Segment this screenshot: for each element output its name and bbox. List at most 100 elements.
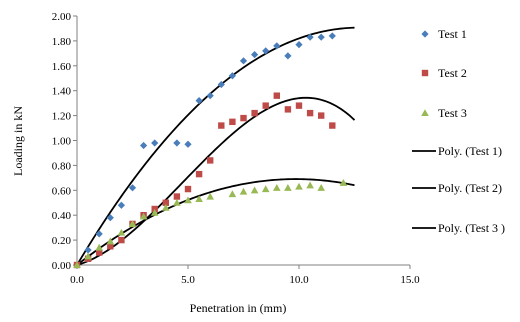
data-point bbox=[184, 196, 192, 204]
data-point bbox=[128, 184, 137, 192]
legend-label: Test 1 bbox=[438, 27, 467, 41]
legend-item-4: Poly. (Test 1) bbox=[412, 144, 502, 158]
data-point bbox=[84, 246, 92, 254]
data-point bbox=[284, 52, 292, 60]
data-point bbox=[173, 139, 181, 147]
legend: Test 1 Test 2 Test 3 Poly. (Test 1) Poly. (T… bbox=[412, 27, 505, 235]
y-tick-label: 1.60 bbox=[52, 61, 72, 73]
y-tick-label: 0.80 bbox=[52, 160, 72, 172]
data-point bbox=[306, 109, 314, 117]
data-point bbox=[251, 109, 258, 117]
legend-item-2: Test 2 bbox=[421, 66, 467, 80]
x-ticks: 0.0 5.0 10.0 15.0 bbox=[70, 265, 420, 286]
y-tick-label: 1.20 bbox=[52, 111, 72, 123]
legend-label: Test 2 bbox=[438, 66, 467, 80]
data-point bbox=[184, 185, 192, 193]
legend-item-5: Poly. (Test 2) bbox=[412, 181, 502, 195]
trendline-poly-test-3 bbox=[76, 178, 355, 266]
data-point bbox=[239, 57, 248, 65]
data-point bbox=[295, 182, 303, 190]
data-point bbox=[318, 112, 325, 119]
data-point bbox=[173, 193, 181, 200]
y-tick-label: 1.40 bbox=[52, 86, 72, 98]
data-point bbox=[206, 192, 214, 200]
data-point bbox=[228, 72, 236, 80]
legend-label: Poly. (Test 2) bbox=[438, 181, 502, 195]
data-point bbox=[239, 187, 248, 195]
data-point bbox=[240, 114, 247, 122]
legend-item-3: Test 3 bbox=[421, 106, 467, 120]
data-point bbox=[95, 243, 103, 251]
data-point bbox=[262, 102, 269, 109]
x-tick-label: 5.0 bbox=[181, 274, 195, 286]
data-point bbox=[95, 230, 103, 238]
data-point bbox=[118, 236, 125, 244]
data-point bbox=[140, 141, 148, 150]
data-point bbox=[195, 195, 203, 203]
data-point bbox=[139, 212, 148, 220]
data-point bbox=[162, 199, 169, 206]
x-tick-label: 0.0 bbox=[70, 274, 84, 286]
data-point bbox=[317, 33, 325, 41]
data-point bbox=[261, 185, 270, 193]
series-test-2 bbox=[73, 92, 336, 269]
data-point bbox=[96, 249, 103, 256]
data-point bbox=[284, 184, 292, 191]
legend-marker-icon bbox=[421, 30, 429, 38]
y-tick-label: 1.80 bbox=[52, 36, 72, 48]
data-point bbox=[229, 118, 236, 126]
x-axis-title: Penetration in (mm) bbox=[190, 301, 287, 315]
data-point bbox=[329, 122, 336, 129]
data-point bbox=[117, 201, 125, 209]
legend-label: Poly. (Test 3 ) bbox=[438, 221, 505, 235]
legend-label: Poly. (Test 1) bbox=[438, 144, 502, 158]
x-tick-label: 10.0 bbox=[289, 274, 309, 286]
trendlines bbox=[76, 26, 356, 266]
data-point bbox=[195, 97, 203, 105]
data-point bbox=[251, 50, 259, 59]
data-point bbox=[184, 140, 192, 148]
legend-marker-icon bbox=[421, 109, 429, 117]
data-point bbox=[162, 203, 170, 211]
data-point bbox=[117, 228, 126, 236]
y-axis-title: Loading in kN bbox=[11, 106, 25, 176]
x-tick-label: 15.0 bbox=[400, 274, 420, 286]
y-tick-label: 1.00 bbox=[52, 136, 72, 148]
y-tick-label: 0.60 bbox=[52, 185, 72, 197]
y-tick-label: 0.00 bbox=[52, 260, 72, 272]
data-point bbox=[218, 122, 225, 129]
legend-item-6: Poly. (Test 3 ) bbox=[412, 221, 505, 235]
data-point bbox=[128, 220, 137, 227]
series-test-1 bbox=[73, 32, 336, 269]
data-point bbox=[306, 181, 314, 189]
data-point bbox=[73, 261, 81, 269]
trendline-poly-test-1 bbox=[76, 26, 355, 266]
data-point bbox=[150, 208, 159, 216]
legend-item-1: Test 1 bbox=[421, 27, 467, 41]
plot-axes bbox=[76, 16, 410, 266]
data-point bbox=[262, 47, 270, 55]
data-point bbox=[106, 214, 114, 222]
data-point bbox=[151, 139, 159, 147]
data-point bbox=[107, 243, 114, 250]
data-point bbox=[295, 41, 303, 49]
data-point bbox=[173, 198, 181, 206]
data-point bbox=[206, 92, 214, 100]
data-point bbox=[339, 179, 348, 186]
data-point bbox=[84, 252, 92, 260]
data-point bbox=[273, 184, 281, 191]
series-test-3 bbox=[73, 179, 348, 269]
data-point bbox=[306, 33, 314, 41]
data-points bbox=[73, 32, 348, 269]
data-point bbox=[195, 170, 203, 178]
y-tick-label: 0.40 bbox=[52, 210, 72, 222]
legend-label: Test 3 bbox=[438, 106, 467, 120]
y-tick-label: 0.20 bbox=[52, 235, 72, 247]
data-point bbox=[273, 92, 280, 99]
data-point bbox=[207, 157, 214, 164]
data-point bbox=[284, 106, 292, 113]
data-point bbox=[273, 42, 281, 50]
data-point bbox=[295, 102, 303, 109]
